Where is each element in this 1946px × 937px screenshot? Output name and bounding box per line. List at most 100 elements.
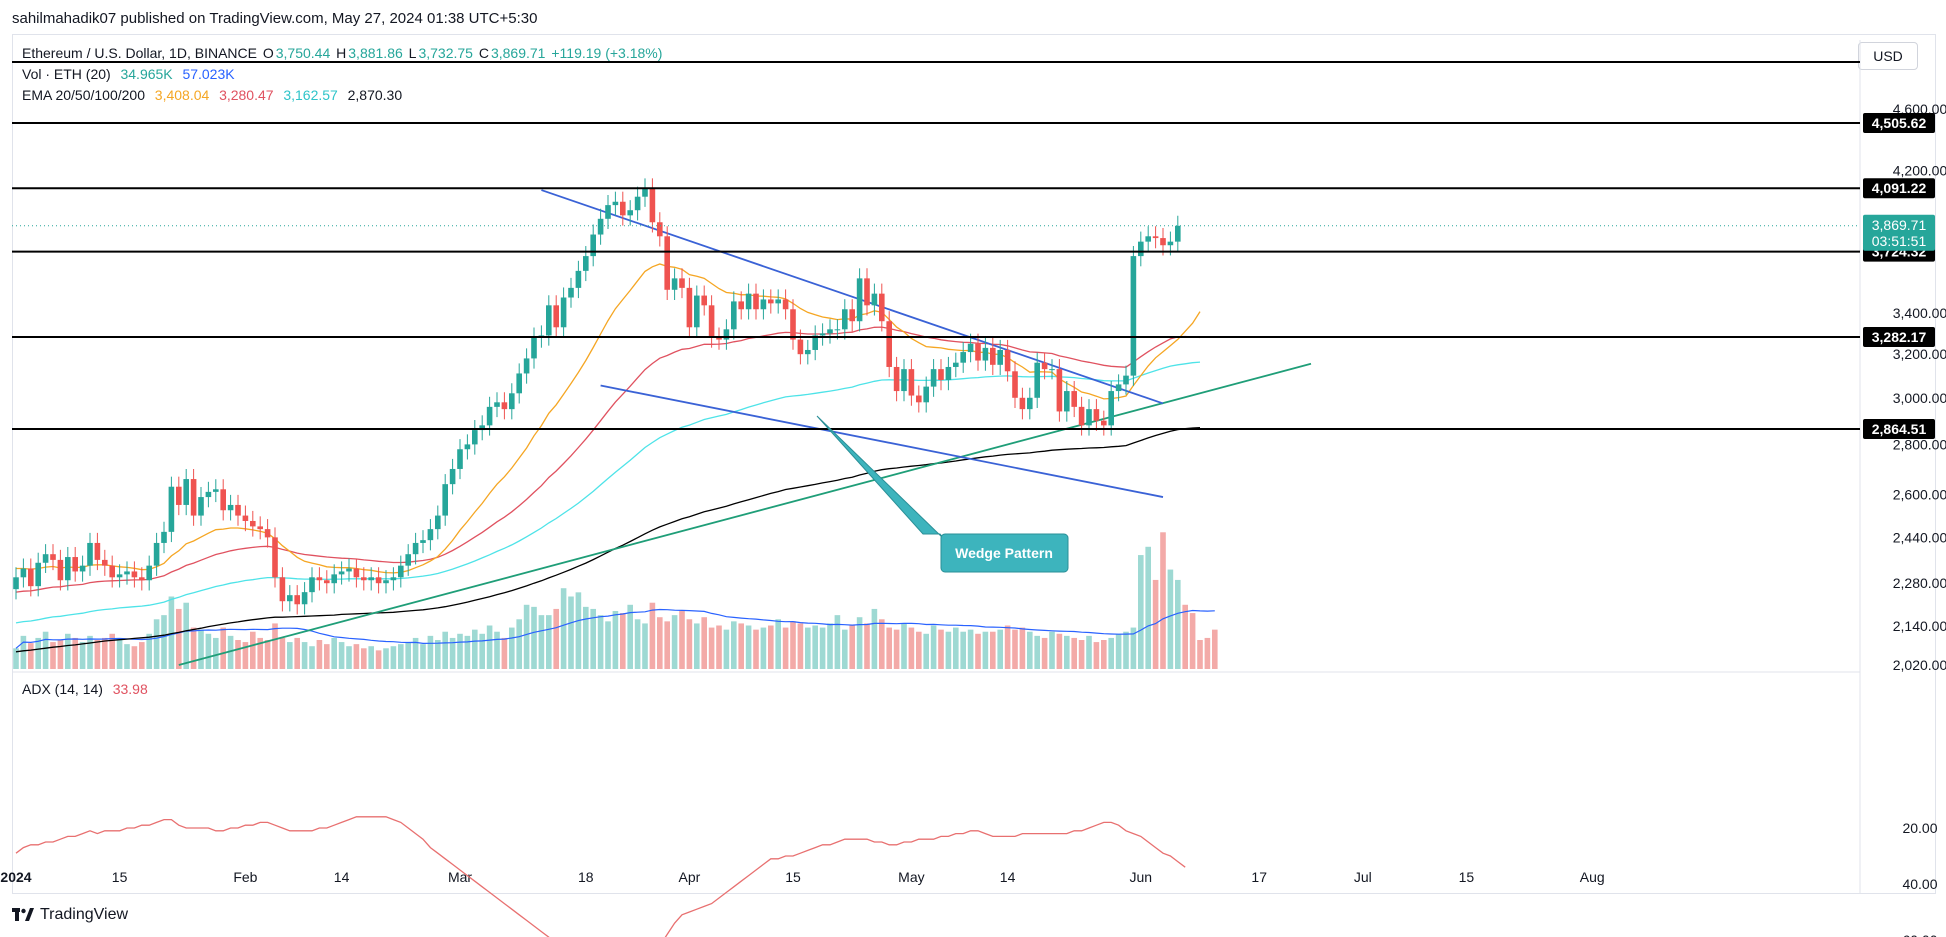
volume-ma: 57.023K xyxy=(182,66,235,82)
volume-bar xyxy=(546,615,552,669)
volume-bar xyxy=(945,631,952,669)
volume-bar xyxy=(627,604,633,669)
candle-body xyxy=(997,349,1003,365)
candle-body xyxy=(1004,349,1011,372)
candle-body xyxy=(368,577,374,581)
volume-legend: Vol · ETH (20) 34.965K 57.023K xyxy=(22,66,237,82)
volume-bar xyxy=(797,623,804,669)
candle-body xyxy=(864,278,870,306)
volume-bar xyxy=(723,629,730,669)
volume-bar xyxy=(472,629,478,669)
candle-body xyxy=(694,295,700,328)
candle-body xyxy=(50,554,56,560)
candle-body xyxy=(982,347,989,361)
candle-body xyxy=(72,557,78,572)
candle-body xyxy=(390,577,397,581)
candle-body xyxy=(642,188,648,197)
volume-bar xyxy=(1049,631,1055,669)
footer-brand: TradingView xyxy=(12,906,128,924)
volume-label[interactable]: Vol · ETH (20) xyxy=(22,66,111,82)
price-tick-label: 2,800.00 xyxy=(1893,436,1946,452)
candle-body xyxy=(272,537,278,578)
candle-body xyxy=(1175,225,1181,242)
candle-body xyxy=(464,444,471,450)
price-tick-label: 3,200.00 xyxy=(1893,346,1946,362)
candle-body xyxy=(294,595,300,605)
wedge-lower-line xyxy=(600,384,1164,498)
volume-bar xyxy=(819,627,826,669)
candle-body xyxy=(87,542,93,566)
volume-bar xyxy=(975,633,981,669)
volume-ma-line xyxy=(15,608,1215,649)
volume-bar xyxy=(901,623,907,669)
volume-bar xyxy=(1071,637,1077,669)
volume-bar xyxy=(368,646,374,669)
price-tick-label: 2,280.00 xyxy=(1893,575,1946,591)
publisher-line: sahilmahadik07 published on TradingView.… xyxy=(12,10,538,27)
volume-bar xyxy=(242,642,249,669)
candle-body xyxy=(301,592,308,605)
symbol-legend: Ethereum / U.S. Dollar, 1D, BINANCE O 3,7… xyxy=(22,45,664,61)
candle-body xyxy=(945,366,952,381)
candle-body xyxy=(442,484,448,516)
candle-body xyxy=(960,352,966,363)
volume-bar xyxy=(1175,579,1181,669)
volume-bar xyxy=(597,615,604,669)
x-tick-label: Mar xyxy=(448,869,472,885)
volume-bar xyxy=(198,629,204,669)
volume-bar xyxy=(227,635,234,669)
candle-body xyxy=(457,449,463,469)
footer-brand-label: TradingView xyxy=(40,906,129,923)
level-label: 2,864.51 xyxy=(1872,421,1927,437)
volume-bar xyxy=(834,615,841,669)
candle-body xyxy=(708,305,715,338)
candle-body xyxy=(790,309,796,340)
annotation-label: Wedge Pattern xyxy=(955,545,1053,561)
candle-body xyxy=(775,299,781,304)
candle-body xyxy=(227,504,234,511)
candle-body xyxy=(1115,384,1122,392)
ema-label[interactable]: EMA 20/50/100/200 xyxy=(22,87,145,103)
candle-body xyxy=(827,329,833,334)
candle-body xyxy=(990,347,996,365)
x-tick-label: Jul xyxy=(1354,869,1372,885)
adx-label[interactable]: ADX (14, 14) xyxy=(22,681,103,697)
candle-body xyxy=(1078,406,1085,426)
candle-body xyxy=(516,373,522,394)
candle-body xyxy=(1152,236,1159,239)
candle-body xyxy=(649,188,656,223)
ohlc-o: 3,750.44 xyxy=(275,45,331,61)
currency-button[interactable]: USD xyxy=(1858,42,1918,70)
volume-bar xyxy=(1108,637,1114,669)
volume-bar xyxy=(1041,637,1048,669)
volume-bar xyxy=(864,623,870,669)
volume-bar xyxy=(176,608,182,669)
volume-bar xyxy=(849,625,855,669)
candle-body xyxy=(79,565,86,572)
volume-bar xyxy=(57,640,64,669)
volume-bar xyxy=(805,627,811,669)
candle-body xyxy=(1123,375,1129,385)
ema50-value: 3,280.47 xyxy=(219,87,274,103)
volume-bar xyxy=(842,629,848,669)
candle-body xyxy=(1108,391,1114,426)
candle-body xyxy=(124,571,130,575)
volume-bar xyxy=(612,611,619,669)
symbol-title[interactable]: Ethereum / U.S. Dollar, 1D, BINANCE xyxy=(22,45,257,61)
volume-bar xyxy=(930,625,937,669)
volume-bar xyxy=(449,637,456,669)
candle-body xyxy=(139,577,145,581)
volume-bar xyxy=(1027,631,1033,669)
volume-bar xyxy=(997,629,1003,669)
price-tick-label: 2,140.00 xyxy=(1893,618,1946,634)
volume-bar xyxy=(775,619,781,669)
price-tick-label: 3,000.00 xyxy=(1893,390,1946,406)
candle-body xyxy=(782,299,789,310)
candle-body xyxy=(938,369,944,381)
candle-body xyxy=(1041,362,1048,370)
candle-body xyxy=(916,395,922,403)
candle-body xyxy=(1167,241,1174,246)
candle-body xyxy=(324,580,330,584)
candle-body xyxy=(967,343,974,353)
